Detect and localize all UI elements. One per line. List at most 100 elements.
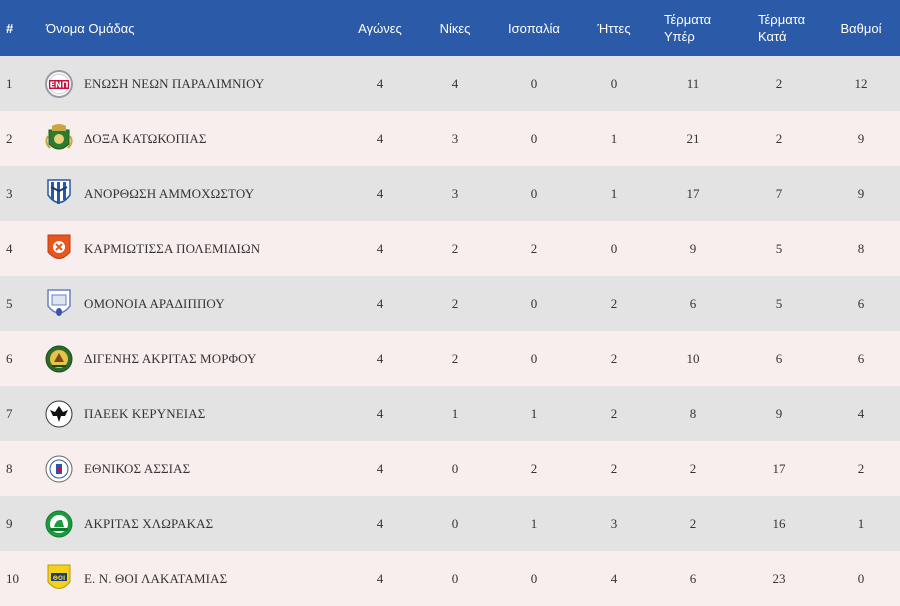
cell-played: 4 (376, 460, 384, 476)
cell-played: 4 (376, 570, 384, 586)
cell-played: 4 (376, 130, 384, 146)
header-goals-against[interactable]: Τέρματα Κατά (736, 0, 822, 56)
cell-played: 4 (376, 350, 384, 366)
cell-team[interactable]: ΔΟΞΑ ΚΑΤΩΚΟΠΙΑΣ (40, 111, 340, 166)
cell-goals-against: 17 (772, 460, 786, 476)
table-row[interactable]: 7 ΠΑΕΕΚ ΚΕΡΥΝΕΙΑΣ 4 1 1 2 8 9 4 (0, 386, 900, 441)
cell-goals-for: 11 (686, 75, 700, 91)
cell-losses: 2 (610, 460, 618, 476)
omonoia-aradippou-crest-icon (44, 287, 74, 321)
cell-team[interactable]: ΑΝΟΡΘΩΣΗ ΑΜΜΟΧΩΣΤΟΥ (40, 166, 340, 221)
cell-losses: 3 (610, 515, 618, 531)
cell-team[interactable]: ENΠ ΕΝΩΣΗ ΝΕΩΝ ΠΑΡΑΛΙΜΝΙΟΥ (40, 56, 340, 111)
cell-rank: 10 (6, 570, 19, 586)
header-goals-for-line1: Τέρματα (664, 12, 712, 27)
cell-goals-against: 7 (775, 185, 783, 201)
cell-wins: 2 (451, 350, 459, 366)
table-row[interactable]: 4 ΚΑΡΜΙΩΤΙΣΣΑ ΠΟΛΕΜΙΔΙΩΝ 4 2 2 0 9 5 8 (0, 221, 900, 276)
table-row[interactable]: 8 ΕΘΝΙΚΟΣ ΑΣΣΙΑΣ 4 0 2 2 2 17 2 (0, 441, 900, 496)
cell-points: 1 (857, 515, 865, 531)
table-row[interactable]: 2 ΔΟΞΑ ΚΑΤΩΚΟΠΙΑΣ 4 3 0 1 21 2 9 (0, 111, 900, 166)
cell-rank: 9 (6, 515, 13, 531)
cell-draws: 0 (530, 295, 538, 311)
team-name-link[interactable]: ΠΑΕΕΚ ΚΕΡΥΝΕΙΑΣ (84, 405, 206, 421)
svg-text:ENΠ: ENΠ (50, 80, 69, 89)
cell-losses: 2 (610, 295, 618, 311)
cell-rank: 2 (6, 130, 13, 146)
cell-team[interactable]: ΘΟΙ Ε. Ν. ΘΟΙ ΛΑΚΑΤΑΜΙΑΣ (40, 551, 340, 606)
header-goals-against-line1: Τέρματα (758, 12, 806, 27)
cell-rank: 6 (6, 350, 13, 366)
header-draws[interactable]: Ισοπαλία (508, 20, 560, 36)
header-goals-for-line2: Υπέρ (664, 29, 695, 44)
cell-losses: 2 (610, 405, 618, 421)
cell-team[interactable]: ΚΑΡΜΙΩΤΙΣΣΑ ΠΟΛΕΜΙΔΙΩΝ (40, 221, 340, 276)
cell-wins: 4 (451, 75, 459, 91)
team-name-link[interactable]: ΔΙΓΕΝΗΣ ΑΚΡΙΤΑΣ ΜΟΡΦΟΥ (84, 350, 257, 366)
cell-goals-for: 17 (686, 185, 700, 201)
cell-rank: 3 (6, 185, 13, 201)
cell-points: 2 (857, 460, 865, 476)
cell-points: 12 (854, 75, 868, 91)
cell-losses: 0 (610, 240, 618, 256)
team-name-link[interactable]: ΑΚΡΙΤΑΣ ΧΛΩΡΑΚΑΣ (84, 515, 214, 531)
cell-draws: 1 (530, 405, 538, 421)
cell-losses: 1 (610, 130, 618, 146)
header-losses[interactable]: Ήττες (597, 20, 631, 36)
team-name-link[interactable]: ΚΑΡΜΙΩΤΙΣΣΑ ΠΟΛΕΜΙΔΙΩΝ (84, 240, 261, 256)
team-name-link[interactable]: ΔΟΞΑ ΚΑΤΩΚΟΠΙΑΣ (84, 130, 207, 146)
cell-draws: 0 (530, 185, 538, 201)
cell-team[interactable]: ΟΜΟΝΟΙΑ ΑΡΑΔΙΠΠΟΥ (40, 276, 340, 331)
table-row[interactable]: 3 ΑΝΟΡΘΩΣΗ ΑΜΜΟΧΩΣΤΟΥ 4 3 0 1 17 7 9 (0, 166, 900, 221)
team-name-link[interactable]: ΕΘΝΙΚΟΣ ΑΣΣΙΑΣ (84, 460, 191, 476)
cell-team[interactable]: ΕΘΝΙΚΟΣ ΑΣΣΙΑΣ (40, 441, 340, 496)
team-name-link[interactable]: ΟΜΟΝΟΙΑ ΑΡΑΔΙΠΠΟΥ (84, 295, 225, 311)
cell-team[interactable]: ΠΑΕΕΚ ΚΕΡΥΝΕΙΑΣ (40, 386, 340, 441)
doxa-crest-icon (44, 122, 74, 156)
cell-played: 4 (376, 405, 384, 421)
cell-rank: 7 (6, 405, 13, 421)
cell-wins: 0 (451, 570, 459, 586)
cell-points: 6 (857, 295, 865, 311)
cell-goals-for: 21 (686, 130, 700, 146)
header-team[interactable]: Όνομα Ομάδας (46, 20, 135, 36)
header-goals-for[interactable]: Τέρματα Υπέρ (650, 0, 736, 56)
cell-points: 9 (857, 130, 865, 146)
header-points[interactable]: Βαθμοί (840, 20, 882, 36)
cell-goals-for: 10 (686, 350, 700, 366)
cell-goals-for: 8 (689, 405, 697, 421)
cell-goals-against: 2 (775, 75, 783, 91)
cell-draws: 0 (530, 570, 538, 586)
team-name-link[interactable]: ΕΝΩΣΗ ΝΕΩΝ ΠΑΡΑΛΙΜΝΙΟΥ (84, 75, 265, 91)
cell-team[interactable]: ΔΙΓΕΝΗΣ ΑΚΡΙΤΑΣ ΜΟΡΦΟΥ (40, 331, 340, 386)
cell-wins: 1 (451, 405, 459, 421)
table-row[interactable]: 9 ΑΚΡΙΤΑΣ ΧΛΩΡΑΚΑΣ 4 0 1 3 2 16 1 (0, 496, 900, 551)
cell-team[interactable]: ΑΚΡΙΤΑΣ ΧΛΩΡΑΚΑΣ (40, 496, 340, 551)
team-name-link[interactable]: ΑΝΟΡΘΩΣΗ ΑΜΜΟΧΩΣΤΟΥ (84, 185, 255, 201)
cell-goals-for: 6 (689, 570, 697, 586)
cell-goals-against: 5 (775, 295, 783, 311)
header-rank[interactable]: # (6, 20, 14, 36)
cell-goals-for: 6 (689, 295, 697, 311)
cell-losses: 2 (610, 350, 618, 366)
cell-wins: 2 (451, 295, 459, 311)
header-wins[interactable]: Νίκες (439, 20, 471, 36)
cell-wins: 2 (451, 240, 459, 256)
cell-wins: 0 (451, 515, 459, 531)
table-row[interactable]: 10 ΘΟΙ Ε. Ν. ΘΟΙ ΛΑΚΑΤΑΜΙΑΣ 4 0 0 4 6 23 0 (0, 551, 900, 606)
header-played[interactable]: Αγώνες (358, 20, 402, 36)
cell-draws: 1 (530, 515, 538, 531)
cell-wins: 0 (451, 460, 459, 476)
cell-points: 0 (857, 570, 865, 586)
table-row[interactable]: 5 ΟΜΟΝΟΙΑ ΑΡΑΔΙΠΠΟΥ 4 2 0 2 6 5 6 (0, 276, 900, 331)
cell-goals-for: 2 (689, 515, 697, 531)
cell-goals-against: 5 (775, 240, 783, 256)
cell-losses: 1 (610, 185, 618, 201)
table-row[interactable]: 6 ΔΙΓΕΝΗΣ ΑΚΡΙΤΑΣ ΜΟΡΦΟΥ 4 2 0 2 10 6 6 (0, 331, 900, 386)
table-row[interactable]: 1 ENΠ ΕΝΩΣΗ ΝΕΩΝ ΠΑΡΑΛΙΜΝΙΟΥ 4 4 0 0 11 2 12 (0, 56, 900, 111)
cell-wins: 3 (451, 185, 459, 201)
cell-rank: 1 (6, 75, 13, 91)
cell-played: 4 (376, 295, 384, 311)
team-name-link[interactable]: Ε. Ν. ΘΟΙ ΛΑΚΑΤΑΜΙΑΣ (84, 570, 228, 586)
